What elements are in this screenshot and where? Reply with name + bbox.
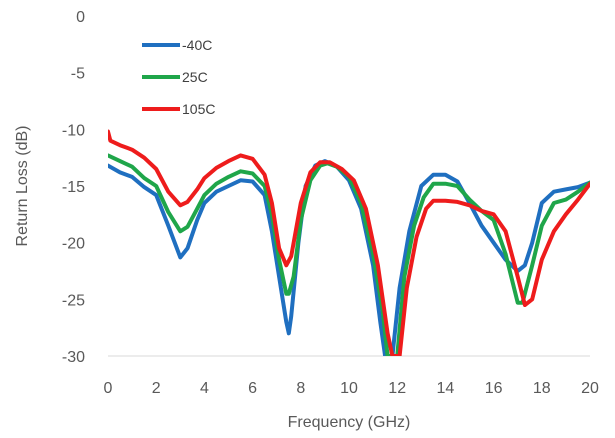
x-tick-label: 6 [248,380,257,397]
y-tick-label: -20 [62,236,85,253]
x-tick-label: 14 [437,380,455,397]
y-tick-label: -5 [71,66,85,83]
series-line-2 [108,129,590,356]
x-axis-ticks: 0 2 4 6 8 10 12 14 16 18 20 [104,380,599,397]
x-tick-label: 16 [485,380,503,397]
y-tick-label: -10 [62,122,85,139]
x-tick-label: 10 [340,380,358,397]
x-tick-label: 18 [533,380,551,397]
legend-label: 25C [182,69,208,85]
y-tick-label: -15 [62,179,85,196]
x-tick-label: 4 [200,380,209,397]
y-tick-label: 0 [76,9,85,26]
legend: -40C 25C 105C [142,37,215,117]
series-layer [108,129,590,356]
x-tick-label: 8 [296,380,305,397]
x-tick-label: 2 [152,380,161,397]
x-tick-label: 20 [581,380,599,397]
x-tick-label: 12 [388,380,406,397]
y-tick-label: -25 [62,292,85,309]
y-axis-label: Return Loss (dB) [14,126,31,247]
legend-label: 105C [182,101,215,117]
x-axis-label: Frequency (GHz) [288,414,411,431]
x-tick-label: 0 [104,380,113,397]
y-tick-label: -30 [62,349,85,366]
series-line-0 [108,159,590,356]
legend-label: -40C [182,37,212,53]
y-axis-ticks: 0 -5 -10 -15 -20 -25 -30 [62,9,85,366]
